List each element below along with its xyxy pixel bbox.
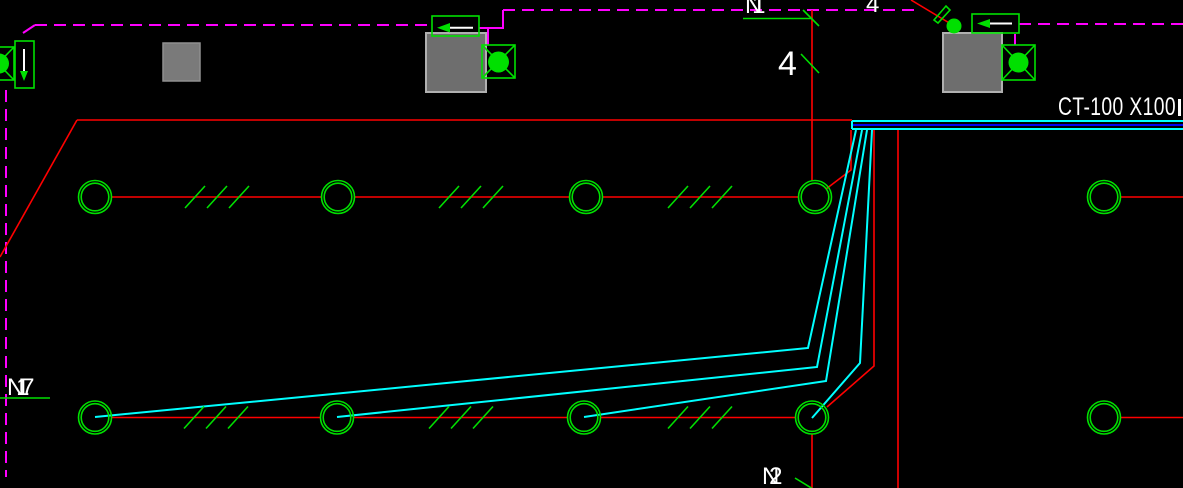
lamp-circle[interactable]: [319, 400, 355, 435]
lamp-bulb: [488, 51, 509, 73]
arrow-down-icon: [20, 71, 28, 81]
ceiling-lamp[interactable]: [1001, 44, 1036, 81]
branch-cable[interactable]: [94, 129, 857, 418]
lamp-cross: [0, 46, 15, 81]
lamp-circle-inner: [569, 402, 599, 433]
lamp-circle-inner: [571, 182, 601, 212]
wire-count-slash[interactable]: [482, 185, 504, 209]
wire-count-slash[interactable]: [227, 405, 249, 430]
wire-count-slash[interactable]: [206, 185, 228, 209]
magenta-wiring: [5, 9, 1183, 477]
lamp-box[interactable]: [0, 46, 15, 81]
label-leaders: [0, 9, 820, 488]
ceiling-lamp[interactable]: [481, 44, 516, 79]
wire-count-slash[interactable]: [460, 185, 482, 209]
lamp-circle-inner: [80, 402, 110, 433]
tray-size-label[interactable]: CT-100 X100: [1058, 93, 1176, 121]
junction-dot[interactable]: [946, 18, 962, 34]
ceiling-lamp-clipped[interactable]: [0, 46, 15, 81]
power-diagonal[interactable]: [910, 0, 952, 25]
wire-count-slash[interactable]: [667, 405, 689, 430]
lamp-circle-inner: [800, 182, 830, 212]
equipment-block[interactable]: [942, 32, 1003, 93]
lamp-circle-inner: [797, 402, 827, 433]
n2-leader[interactable]: [794, 477, 813, 488]
device-outline[interactable]: [431, 15, 480, 37]
branch-cable[interactable]: [583, 129, 868, 418]
circuit-label-n2[interactable]: N2: [762, 463, 783, 488]
wire-count-slash[interactable]: [472, 405, 494, 430]
clipped-text-glyph: [1178, 99, 1181, 116]
equipment-block[interactable]: [162, 42, 201, 82]
wire-count-slash[interactable]: [228, 185, 250, 209]
arrow-left-icon: [437, 23, 450, 33]
wire-count-slash[interactable]: [438, 185, 460, 209]
circuit-label-n1[interactable]: N1: [745, 0, 766, 19]
lamp-box[interactable]: [1001, 44, 1036, 81]
power-branch[interactable]: [826, 130, 875, 408]
lamp-circle[interactable]: [797, 179, 833, 215]
lamp-circle[interactable]: [1086, 179, 1122, 215]
cable-tray[interactable]: [851, 120, 1183, 130]
device-outline[interactable]: [971, 13, 1020, 34]
wire-count-slash[interactable]: [450, 405, 472, 430]
lamp-circle[interactable]: [566, 400, 602, 435]
lamp-circle[interactable]: [1086, 400, 1122, 435]
lamp-circle[interactable]: [77, 400, 113, 435]
wire-count-slash[interactable]: [667, 185, 689, 209]
wire-count-slash[interactable]: [689, 405, 711, 430]
power-branch[interactable]: [825, 130, 852, 190]
wire-count-label[interactable]: 4: [866, 0, 880, 18]
lamp-circle[interactable]: [77, 179, 113, 215]
lamp-circle[interactable]: [320, 179, 356, 215]
wire-count-slash[interactable]: [711, 185, 733, 209]
arrow-marker-icon[interactable]: [932, 4, 952, 25]
lamp-bulb: [0, 53, 9, 74]
wire-count-slash[interactable]: [183, 405, 205, 430]
lamp-box[interactable]: [481, 44, 516, 79]
branch-cable[interactable]: [336, 129, 863, 418]
red-circuit-lines: [0, 0, 952, 488]
circuit-label-n17[interactable]: N17: [7, 374, 35, 401]
wire-count-label[interactable]: 4: [778, 45, 797, 83]
branch-cable[interactable]: [811, 129, 873, 419]
device-outline[interactable]: [14, 40, 35, 89]
lamp-circle-inner: [1089, 402, 1119, 433]
lamp-circle[interactable]: [568, 179, 604, 215]
lamp-circle[interactable]: [794, 400, 830, 435]
lamp-circle-inner: [323, 182, 353, 212]
equipment-block[interactable]: [425, 32, 487, 93]
wire-count-slash[interactable]: [205, 405, 227, 430]
power-diagonal[interactable]: [0, 119, 78, 258]
lamp-rows: [77, 179, 1183, 435]
wire-count-slash[interactable]: [428, 405, 450, 430]
wire-count-tick[interactable]: [802, 9, 820, 27]
lamp-bulb: [1008, 52, 1029, 73]
branch-cables: [94, 129, 873, 419]
exit-light-left[interactable]: [971, 13, 1020, 34]
lamp-circle-inner: [80, 182, 110, 212]
wire-count-slash[interactable]: [711, 405, 733, 430]
arrow-left-icon: [977, 19, 990, 28]
wire-count-slash[interactable]: [184, 185, 206, 209]
wire-count-tick[interactable]: [800, 53, 820, 74]
exit-light-left[interactable]: [431, 15, 480, 37]
wire-segment[interactable]: [22, 24, 36, 34]
exit-light-down[interactable]: [14, 40, 35, 89]
lamp-circle-inner: [1089, 182, 1119, 212]
wire-count-slash[interactable]: [689, 185, 711, 209]
lamp-circle-inner: [322, 402, 352, 433]
